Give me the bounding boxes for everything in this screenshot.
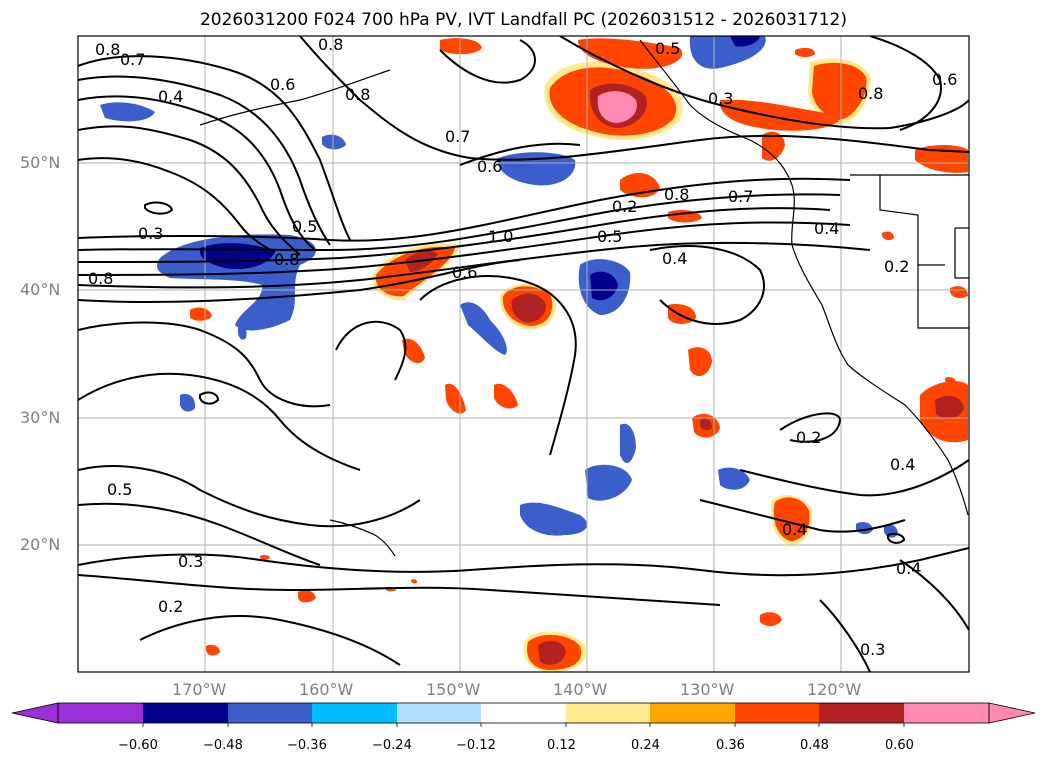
- colorbar-segment: [566, 703, 650, 723]
- contour-label: 0.5: [597, 227, 622, 246]
- colorbar-tick-label: 0.36: [716, 738, 745, 753]
- lat-label: 40°N: [20, 280, 61, 299]
- contour-label: 0.8: [88, 269, 113, 288]
- ivt-shading: [100, 36, 968, 672]
- contour-label: 0.5: [655, 39, 680, 58]
- colorbar: [11, 702, 1036, 727]
- pv-contours: [78, 36, 969, 672]
- colorbar-extend-high: [988, 702, 1036, 724]
- contour-label: 0.7: [120, 50, 145, 69]
- gridlines: [78, 36, 969, 672]
- map-title: 2026031200 F024 700 hPa PV, IVT Landfall…: [199, 10, 847, 30]
- colorbar-segment: [397, 703, 481, 723]
- contour-label: 0.8: [318, 35, 343, 54]
- lon-label: 120°W: [807, 680, 862, 699]
- lat-label: 20°N: [20, 535, 61, 554]
- colorbar-segment: [735, 703, 819, 723]
- contour-label: 0.6: [477, 157, 502, 176]
- contour-label: 0.4: [782, 520, 807, 539]
- map-frame: [77, 35, 970, 673]
- colorbar-segment: [58, 703, 143, 723]
- colorbar-extend-low: [11, 702, 59, 724]
- contour-label: 0.3: [178, 552, 203, 571]
- colorbar-tick-label: 0.24: [631, 738, 660, 753]
- colorbar-segment: [312, 703, 397, 723]
- contour-label-group: 0.8 0.7 0.8 0.5 0.4 0.6 0.8 0.3 0.8 0.7 …: [88, 35, 957, 659]
- lon-label: 130°W: [680, 680, 735, 699]
- colorbar-segment: [819, 703, 904, 723]
- colorbar-tick-label: 0.48: [800, 738, 829, 753]
- lon-label: 150°W: [426, 680, 481, 699]
- colorbar-tick-label: 0.12: [547, 738, 576, 753]
- colorbar-tick-label: −0.12: [456, 738, 496, 753]
- contour-label: 1.0: [488, 227, 513, 246]
- lon-label: 140°W: [553, 680, 608, 699]
- negative-anomaly-regions: [100, 36, 898, 538]
- colorbar-segment: [481, 703, 566, 723]
- contour-label: 0.4: [814, 219, 839, 238]
- positive-anomaly-regions: [190, 38, 968, 672]
- lat-label: 50°N: [20, 153, 61, 172]
- contour-label: 0.2: [884, 257, 909, 276]
- coastlines: [199, 39, 969, 557]
- contour-label: 0.4: [896, 559, 921, 578]
- contour-label: 0.8: [95, 40, 120, 59]
- contour-label: 0.8: [345, 85, 370, 104]
- colorbar-tick-label: −0.36: [287, 738, 327, 753]
- contour-label: 0.5: [292, 217, 317, 236]
- contour-label: 0.4: [158, 87, 183, 106]
- contour-label: 0.2: [796, 428, 821, 447]
- contour-label: 0.3: [708, 89, 733, 108]
- contour-label: 0.6: [932, 70, 957, 89]
- colorbar-tick-label: −0.48: [203, 738, 243, 753]
- contour-label: 0.6: [270, 75, 295, 94]
- contour-label: 0.2: [158, 597, 183, 616]
- lat-label: 30°N: [20, 408, 61, 427]
- colorbar-tick-label: 0.60: [885, 738, 914, 753]
- contour-label: 0.4: [662, 249, 687, 268]
- contour-label: 0.5: [107, 480, 132, 499]
- colorbar-segment: [143, 703, 228, 723]
- contour-label: 0.8: [858, 84, 883, 103]
- lon-label: 170°W: [172, 680, 227, 699]
- colorbar-segment: [904, 703, 989, 723]
- contour-label: 0.2: [612, 197, 637, 216]
- contour-label: 0.3: [860, 640, 885, 659]
- contour-label: 0.8: [664, 185, 689, 204]
- contour-label: 0.8: [274, 250, 299, 269]
- colorbar-frame: [57, 702, 990, 724]
- contour-label: 0.4: [890, 455, 915, 474]
- contour-label: 0.7: [445, 127, 470, 146]
- colorbar-segment: [228, 703, 312, 723]
- contour-label: 0.7: [728, 187, 753, 206]
- lon-label: 160°W: [299, 680, 354, 699]
- contour-label: 0.6: [452, 263, 477, 282]
- contour-label: 0.3: [138, 224, 163, 243]
- colorbar-tick-label: −0.24: [372, 738, 412, 753]
- colorbar-segment: [650, 703, 735, 723]
- colorbar-tick-label: −0.60: [118, 738, 158, 753]
